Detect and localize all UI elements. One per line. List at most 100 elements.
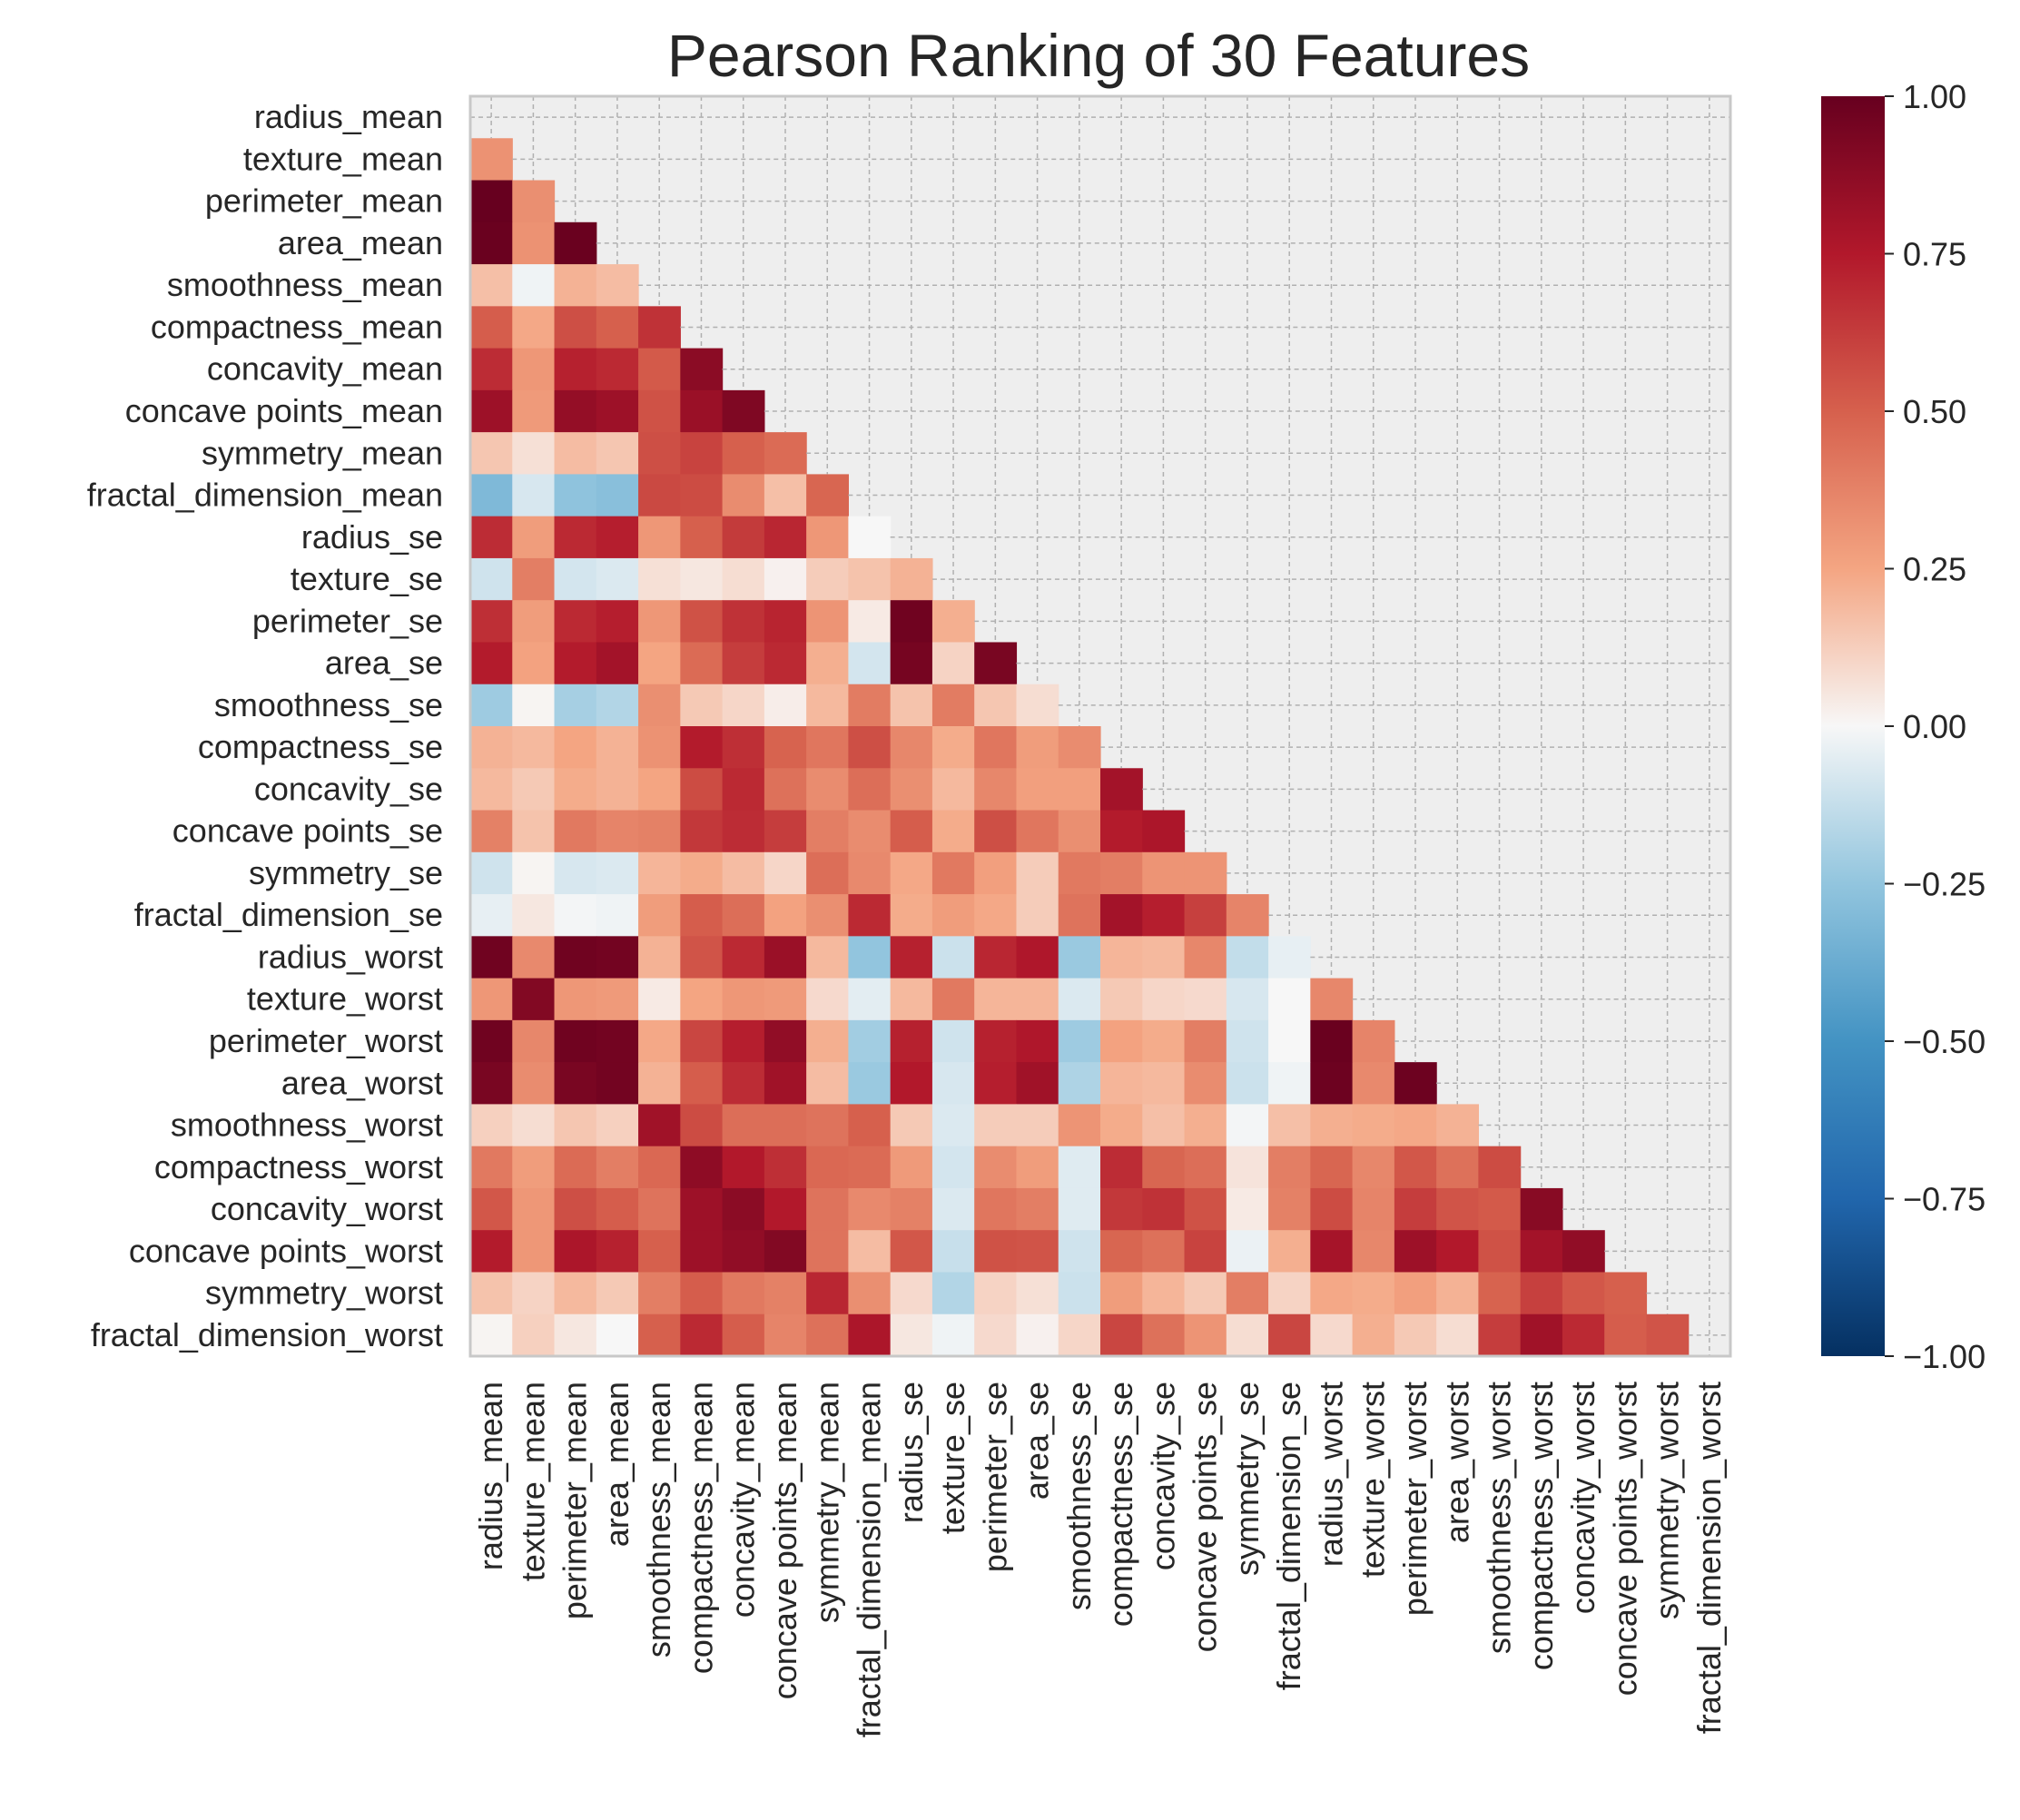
heatmap-cell <box>806 1019 849 1063</box>
x-tick-label: smoothness_worst <box>1481 1382 1518 1654</box>
x-tick-label: perimeter_worst <box>1396 1382 1434 1616</box>
heatmap-cell <box>1226 936 1269 979</box>
heatmap-cell <box>890 936 933 979</box>
heatmap-cell <box>1100 1313 1143 1357</box>
heatmap-cell <box>680 810 724 853</box>
heatmap-cell <box>680 642 724 685</box>
heatmap-cell <box>554 1187 597 1231</box>
heatmap-cell <box>470 180 513 223</box>
heatmap-cell <box>596 936 639 979</box>
heatmap-cell <box>638 306 681 349</box>
heatmap-cell <box>722 768 765 812</box>
heatmap-cell <box>1352 1019 1395 1063</box>
heatmap-cell <box>974 1062 1018 1105</box>
heatmap-cell <box>806 642 849 685</box>
heatmap-cell <box>1436 1230 1479 1274</box>
heatmap-cell <box>1184 851 1227 895</box>
heatmap-cell <box>1352 1230 1395 1274</box>
y-tick-label: symmetry_worst <box>205 1274 443 1312</box>
heatmap-cell <box>931 1019 975 1063</box>
heatmap-cell <box>470 306 513 349</box>
x-tick-label: concavity_mean <box>724 1382 762 1618</box>
heatmap-cell <box>596 1146 639 1189</box>
heatmap-cell <box>554 432 597 475</box>
heatmap-cell <box>1016 894 1059 937</box>
heatmap-cell <box>512 221 556 265</box>
heatmap-cell <box>1142 1146 1186 1189</box>
plot-area <box>468 94 1732 1358</box>
heatmap-cell <box>638 557 681 601</box>
heatmap-cell <box>638 474 681 517</box>
heatmap-cell <box>596 389 639 433</box>
heatmap-cell <box>470 138 513 182</box>
y-tick-label: concave points_mean <box>125 392 443 429</box>
heatmap-cell <box>680 894 724 937</box>
heatmap-cell <box>1562 1272 1605 1315</box>
heatmap-cell <box>1268 1019 1311 1063</box>
y-tick-label: fractal_dimension_se <box>134 896 443 933</box>
heatmap-cell <box>931 851 975 895</box>
heatmap-cell <box>554 1313 597 1357</box>
heatmap-cell <box>596 1272 639 1315</box>
heatmap-cell <box>1058 1019 1101 1063</box>
heatmap-cell <box>512 474 556 517</box>
heatmap-cell <box>638 726 681 769</box>
heatmap-cell <box>806 936 849 979</box>
heatmap-cell <box>848 557 892 601</box>
heatmap-cell <box>470 726 513 769</box>
heatmap-cell <box>848 1272 892 1315</box>
heatmap-cell <box>1394 1272 1437 1315</box>
heatmap-cell <box>512 726 556 769</box>
heatmap-cell <box>806 1146 849 1189</box>
heatmap-cell <box>638 684 681 727</box>
heatmap-cell <box>1604 1313 1648 1357</box>
heatmap-cell <box>931 1062 975 1105</box>
heatmap-cell <box>1142 810 1186 853</box>
heatmap-cell <box>890 684 933 727</box>
heatmap-cell <box>890 1019 933 1063</box>
heatmap-cell <box>1184 894 1227 937</box>
heatmap-cell <box>764 1187 807 1231</box>
heatmap-cell <box>974 1230 1018 1274</box>
colorbar-tick-label: 0.75 <box>1903 236 1966 273</box>
heatmap-cell <box>470 1313 513 1357</box>
heatmap-cell <box>974 768 1018 812</box>
x-tick-label: concave points_se <box>1187 1382 1224 1652</box>
heatmap-cell <box>806 1230 849 1274</box>
heatmap-cell <box>1016 936 1059 979</box>
heatmap-cell <box>848 1019 892 1063</box>
heatmap-cell <box>722 432 765 475</box>
heatmap-cell <box>848 516 892 559</box>
heatmap-cell <box>1100 1104 1143 1147</box>
heatmap-cell <box>596 474 639 517</box>
heatmap-cell <box>638 978 681 1021</box>
heatmap-cell <box>596 1019 639 1063</box>
heatmap-cell <box>1016 810 1059 853</box>
heatmap-cell <box>806 726 849 769</box>
heatmap-cell <box>1310 1187 1354 1231</box>
heatmap-cell <box>512 851 556 895</box>
heatmap-cell <box>638 348 681 391</box>
heatmap-cell <box>890 642 933 685</box>
heatmap-cell <box>1184 1104 1227 1147</box>
heatmap-cell <box>596 978 639 1021</box>
x-tick-label: symmetry_mean <box>808 1382 845 1623</box>
heatmap-cell <box>722 1019 765 1063</box>
heatmap-cell <box>470 768 513 812</box>
heatmap-cell <box>1058 726 1101 769</box>
heatmap-cell <box>1352 1146 1395 1189</box>
heatmap-cell <box>1352 1313 1395 1357</box>
heatmap-cell <box>596 432 639 475</box>
heatmap-cell <box>1352 1187 1395 1231</box>
y-tick-label: area_se <box>325 644 443 682</box>
heatmap-cell <box>470 516 513 559</box>
heatmap-cell <box>680 851 724 895</box>
heatmap-cell <box>931 978 975 1021</box>
heatmap-cell <box>1310 1272 1354 1315</box>
heatmap-cell <box>1100 768 1143 812</box>
x-tick-label: concavity_se <box>1144 1382 1181 1570</box>
heatmap-cell <box>512 1230 556 1274</box>
heatmap-cell <box>554 978 597 1021</box>
heatmap-cell <box>1310 1019 1354 1063</box>
heatmap-cell <box>1268 1146 1311 1189</box>
